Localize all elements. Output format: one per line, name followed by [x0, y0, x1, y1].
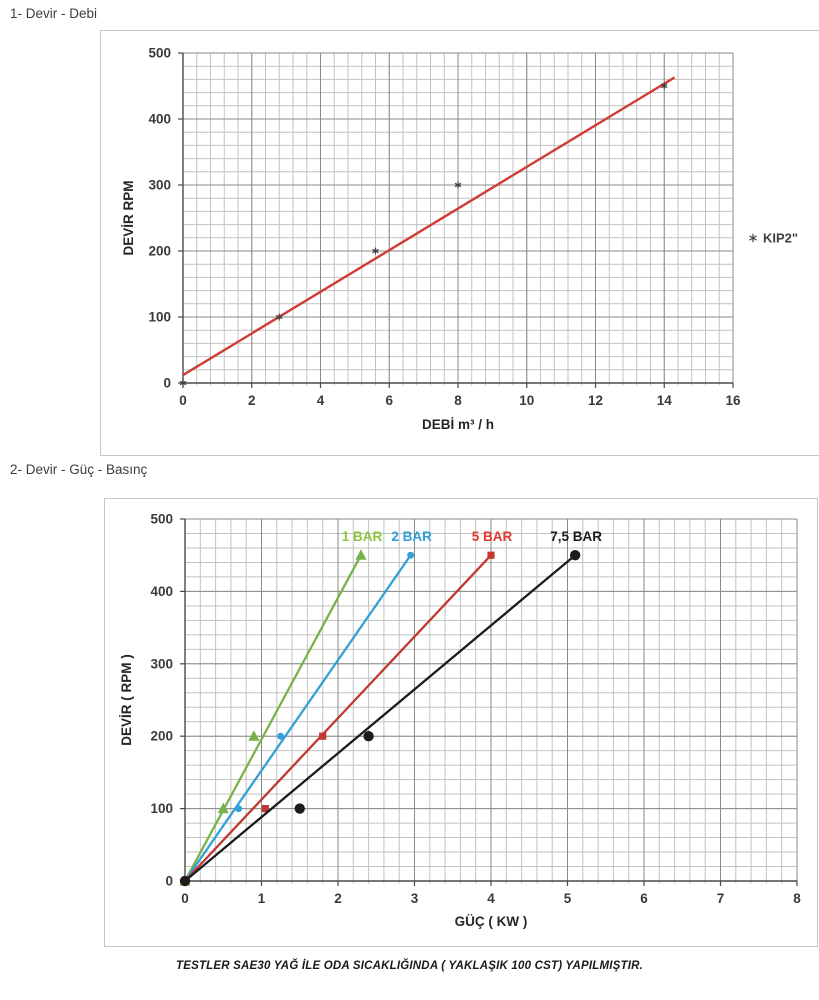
y-tick-label: 0 [163, 376, 171, 391]
chart-1: 0 2 4 6 8 10 12 14 16 0 100 200 300 400 500 DEBİ m³ / h… [100, 30, 819, 456]
x-tick-label: 6 [385, 393, 393, 408]
y-tick-label: 300 [150, 656, 173, 671]
x-tick-label: 3 [411, 891, 419, 906]
x-tick-label: 0 [179, 393, 187, 408]
x-tick-label: 8 [454, 393, 462, 408]
grid [182, 52, 734, 386]
series-label: 5 BAR [472, 529, 513, 544]
legend: KIP2" [749, 231, 798, 246]
series-label: 1 BAR [342, 529, 383, 544]
section-2-title: 2- Devir - Güç - Basınç [10, 462, 148, 477]
y-tick-label: 400 [148, 112, 171, 127]
y-axis-title: DEVİR ( RPM ) [119, 654, 134, 746]
x-tick-label: 4 [487, 891, 495, 906]
footer-note: TESTLER SAE30 YAĞ İLE ODA SICAKLIĞINDA (… [175, 960, 644, 972]
x-tick-label: 7 [717, 891, 725, 906]
y-tick-label: 400 [150, 584, 173, 599]
axes: 0 1 2 3 4 5 6 7 8 0 100 200 300 400 500 GÜÇ ( KW ) DEVİR… [119, 512, 801, 930]
x-tick-label: 5 [564, 891, 572, 906]
legend-label: KIP2" [763, 231, 798, 246]
section-1-title: 1- Devir - Debi [10, 6, 98, 21]
x-tick-label: 1 [258, 891, 266, 906]
chart-2-plot: 0 1 2 3 4 5 6 7 8 0 100 200 300 400 500 GÜÇ ( KW ) DEVİR… [119, 512, 801, 930]
y-tick-label: 500 [150, 512, 173, 527]
y-tick-label: 200 [150, 729, 173, 744]
x-tick-label: 2 [248, 393, 256, 408]
series-label: 7,5 BAR [550, 529, 602, 544]
y-tick-label: 100 [148, 310, 171, 325]
y-tick-label: 500 [148, 46, 171, 61]
y-tick-label: 100 [150, 801, 173, 816]
x-tick-label: 10 [519, 393, 534, 408]
grid [184, 518, 798, 884]
x-tick-label: 4 [317, 393, 325, 408]
chart-2: 0 1 2 3 4 5 6 7 8 0 100 200 300 400 500 GÜÇ ( KW ) DEVİR… [104, 498, 818, 947]
axes: 0 2 4 6 8 10 12 14 16 0 100 200 300 400 500 DEBİ m³ / h… [121, 46, 741, 433]
trendline [182, 76, 676, 377]
series-kip2- [179, 82, 668, 387]
x-tick-label: 16 [725, 393, 741, 408]
series-label: 2 BAR [391, 529, 432, 544]
series-7-5-bar: 7,5 BAR [179, 529, 602, 887]
x-axis-title: GÜÇ ( KW ) [455, 914, 528, 929]
y-tick-label: 300 [148, 178, 171, 193]
chart-1-plot: 0 2 4 6 8 10 12 14 16 0 100 200 300 400 500 DEBİ m³ / h… [121, 46, 798, 433]
x-tick-label: 8 [793, 891, 801, 906]
x-tick-label: 6 [640, 891, 648, 906]
x-tick-label: 0 [181, 891, 189, 906]
x-tick-label: 2 [334, 891, 342, 906]
x-tick-label: 14 [657, 393, 673, 408]
y-tick-label: 200 [148, 244, 171, 259]
y-tick-label: 0 [165, 874, 173, 889]
y-axis-title: DEVİR RPM [121, 180, 136, 255]
x-tick-label: 12 [588, 393, 603, 408]
x-axis-title: DEBİ m³ / h [422, 417, 494, 432]
